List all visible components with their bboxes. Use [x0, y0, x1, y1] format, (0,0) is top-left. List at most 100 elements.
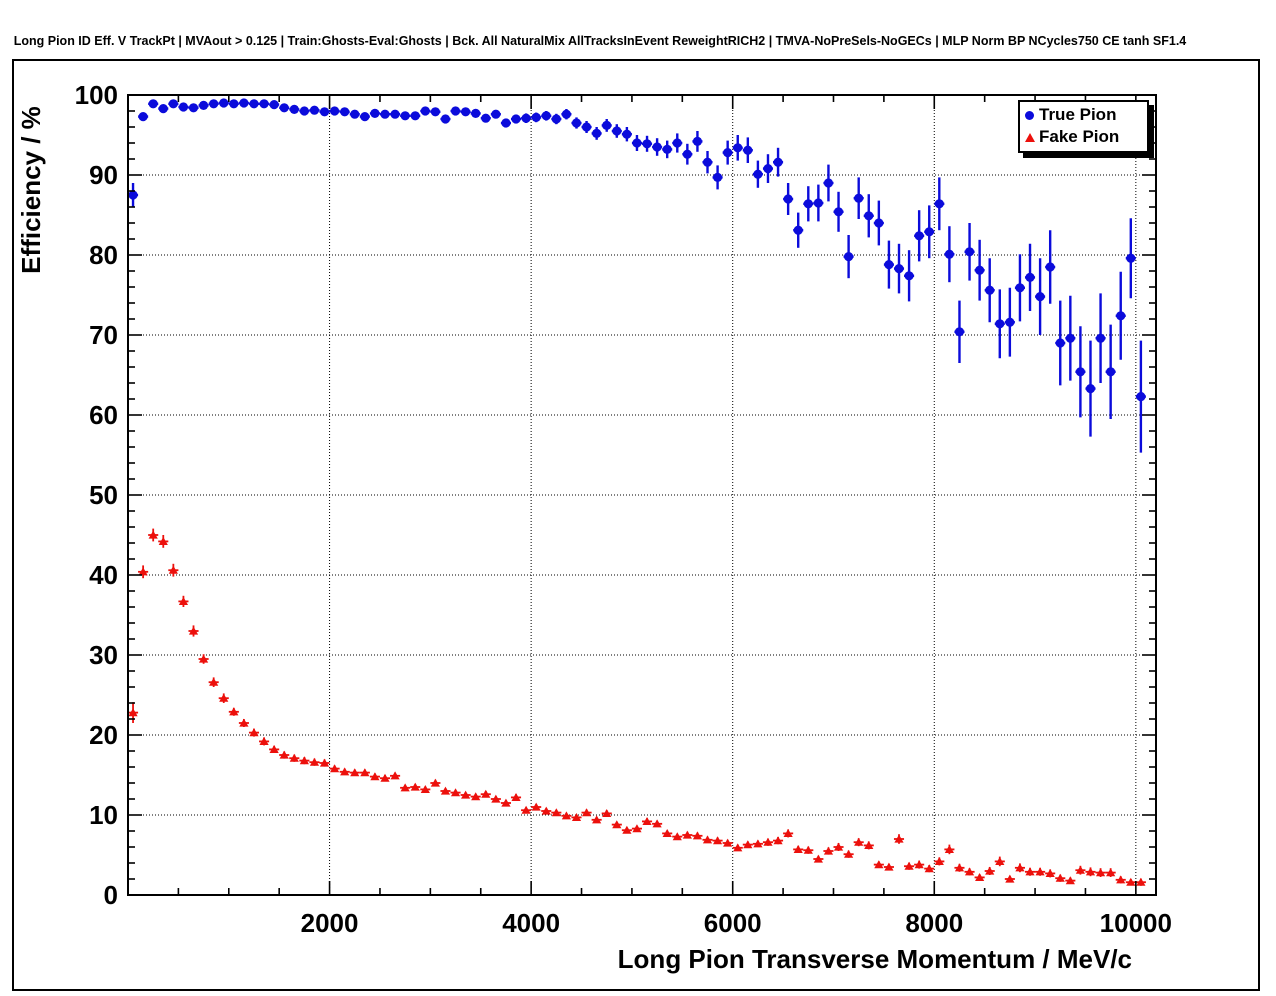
data-point [975, 265, 985, 275]
data-point [884, 862, 894, 871]
data-point [964, 867, 975, 876]
data-point [1045, 262, 1055, 272]
data-point [410, 782, 420, 791]
data-point [481, 789, 491, 798]
data-point [874, 860, 884, 869]
data-point [360, 768, 370, 777]
data-point [1126, 253, 1136, 263]
data-point [581, 122, 592, 132]
data-point [561, 109, 572, 119]
data-point [793, 845, 803, 853]
data-point [541, 111, 551, 121]
data-point [1035, 292, 1045, 302]
data-point [219, 693, 229, 702]
data-point [823, 846, 834, 855]
x-axis-title: Long Pion Transverse Momentum / MeV/c [618, 944, 1132, 974]
data-point [944, 249, 954, 259]
data-point [461, 107, 471, 117]
data-point [330, 106, 340, 116]
data-point [1075, 865, 1086, 874]
data-point [350, 109, 360, 119]
data-point [662, 829, 672, 837]
data-point [612, 820, 622, 829]
data-point [501, 798, 511, 807]
data-point [450, 788, 461, 797]
data-point [753, 169, 763, 179]
data-point [128, 708, 138, 717]
data-point [642, 817, 652, 825]
data-point [723, 838, 733, 847]
data-point [642, 139, 652, 149]
data-point [430, 107, 440, 117]
grid-lines [128, 95, 1156, 895]
data-point [279, 750, 289, 759]
data-point [420, 785, 430, 793]
legend-label-fake-pion: Fake Pion [1039, 127, 1120, 146]
series-true-pion [128, 98, 1146, 453]
data-point [188, 626, 199, 635]
data-point [350, 768, 360, 777]
data-point [128, 190, 138, 200]
data-point [309, 105, 320, 115]
data-point [400, 783, 410, 792]
legend-entry-fake-pion: Fake Pion [1025, 126, 1147, 148]
data-point [702, 835, 713, 844]
data-point [672, 832, 682, 841]
y-axis-title: Efficiency / % [16, 106, 46, 274]
data-point [138, 112, 148, 122]
data-point [1025, 272, 1035, 282]
data-point [1055, 338, 1065, 348]
data-point [178, 597, 189, 605]
data-point [319, 758, 330, 767]
data-point [743, 840, 753, 849]
data-point [964, 247, 975, 257]
data-point [833, 842, 844, 851]
data-point [692, 136, 703, 146]
legend-entry-true-pion: True Pion [1025, 104, 1147, 126]
data-point [1055, 873, 1065, 882]
data-point [975, 873, 985, 881]
data-point [491, 109, 501, 119]
y-tick-label: 10 [89, 800, 118, 830]
data-point [803, 845, 813, 854]
data-point [995, 857, 1005, 865]
y-tick-label: 70 [89, 320, 118, 350]
data-point [1025, 867, 1035, 876]
data-point [1075, 367, 1086, 377]
data-point [632, 824, 642, 833]
data-point [541, 806, 551, 815]
data-point [632, 138, 642, 148]
data-point [1065, 876, 1075, 885]
data-point [783, 829, 793, 837]
data-point [854, 193, 864, 203]
data-point [763, 837, 773, 846]
data-point [672, 138, 682, 148]
data-point [813, 854, 823, 863]
data-point [239, 98, 249, 108]
data-point [652, 142, 662, 152]
data-point [168, 565, 178, 574]
data-point [1116, 875, 1126, 884]
y-tick-label: 80 [89, 240, 118, 270]
data-point [390, 771, 400, 780]
data-point [712, 172, 723, 182]
data-point [702, 157, 713, 167]
data-point [985, 285, 995, 295]
data-point [229, 99, 239, 109]
x-tick-label: 2000 [301, 908, 359, 938]
y-tick-label: 0 [104, 880, 118, 910]
data-point [894, 264, 904, 274]
data-point [783, 194, 793, 204]
data-point [138, 567, 148, 576]
data-point [188, 103, 199, 113]
data-point [249, 728, 259, 737]
data-point [571, 118, 582, 128]
data-point [712, 836, 723, 845]
data-point [249, 99, 259, 109]
data-point [259, 99, 269, 109]
data-point [471, 108, 481, 118]
x-tick-label: 10000 [1100, 908, 1172, 938]
data-point [723, 148, 733, 158]
data-point [1065, 333, 1075, 343]
